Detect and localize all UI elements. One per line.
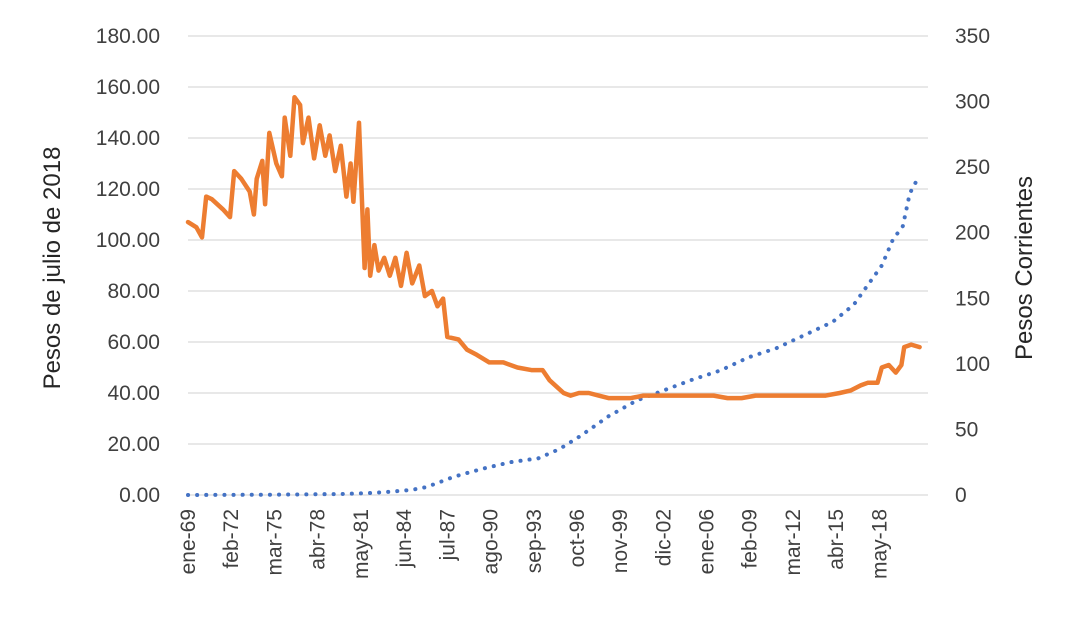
right-tick-label: 250 bbox=[955, 156, 990, 179]
left-tick-label: 0.00 bbox=[119, 484, 160, 507]
x-tick-label: abr-78 bbox=[307, 509, 330, 570]
x-tick-label: jun-84 bbox=[393, 509, 416, 569]
right-tick-label: 100 bbox=[955, 353, 990, 376]
right-tick-label: 150 bbox=[955, 287, 990, 310]
x-tick-label: ago-90 bbox=[479, 509, 502, 574]
left-tick-label: 40.00 bbox=[107, 382, 160, 405]
x-tick-label: nov-99 bbox=[609, 509, 632, 573]
x-tick-label: abr-15 bbox=[825, 509, 848, 570]
left-tick-label: 140.00 bbox=[96, 127, 160, 150]
x-tick-label: may-18 bbox=[868, 509, 891, 579]
x-tick-label: sep-93 bbox=[523, 509, 546, 573]
x-tick-label: mar-75 bbox=[263, 509, 286, 576]
x-tick-label: dic-02 bbox=[652, 509, 675, 566]
x-tick-label: oct-96 bbox=[566, 509, 589, 567]
left-tick-label: 20.00 bbox=[107, 433, 160, 456]
right-tick-label: 50 bbox=[955, 418, 978, 441]
series-line-pesos-corrientes bbox=[186, 178, 919, 497]
right-axis-ticks: 0 50 100 150 200 250 300 350 bbox=[955, 25, 990, 507]
x-tick-label: feb-09 bbox=[739, 509, 762, 569]
right-tick-label: 350 bbox=[955, 25, 990, 48]
left-axis-ticks: 0.00 20.00 40.00 60.00 80.00 100.00 120.00 140.… bbox=[96, 25, 160, 507]
x-tick-label: mar-12 bbox=[782, 509, 805, 576]
x-tick-label: may-81 bbox=[350, 509, 373, 579]
series-line-pesos-julio-2018 bbox=[185, 94, 922, 401]
series-lines bbox=[185, 94, 922, 497]
left-tick-label: 100.00 bbox=[96, 229, 160, 252]
left-tick-label: 160.00 bbox=[96, 76, 160, 99]
right-axis-title: Pesos Corrientes bbox=[1011, 176, 1038, 360]
left-tick-label: 60.00 bbox=[107, 331, 160, 354]
left-axis-title: Pesos de julio de 2018 bbox=[39, 147, 66, 390]
x-tick-label: feb-72 bbox=[220, 509, 243, 569]
left-tick-label: 120.00 bbox=[96, 178, 160, 201]
right-tick-label: 300 bbox=[955, 91, 990, 114]
left-tick-label: 80.00 bbox=[107, 280, 160, 303]
x-tick-label: jul-87 bbox=[436, 509, 459, 561]
x-axis-ticks: ene-69 feb-72 mar-75 abr-78 may-81 jun-84 jul-… bbox=[177, 509, 891, 579]
right-tick-label: 200 bbox=[955, 222, 990, 245]
gridlines bbox=[188, 35, 928, 496]
left-tick-label: 180.00 bbox=[96, 25, 160, 48]
right-tick-label: 0 bbox=[955, 484, 967, 507]
x-tick-label: ene-69 bbox=[177, 509, 200, 574]
x-tick-label: ene-06 bbox=[696, 509, 719, 574]
